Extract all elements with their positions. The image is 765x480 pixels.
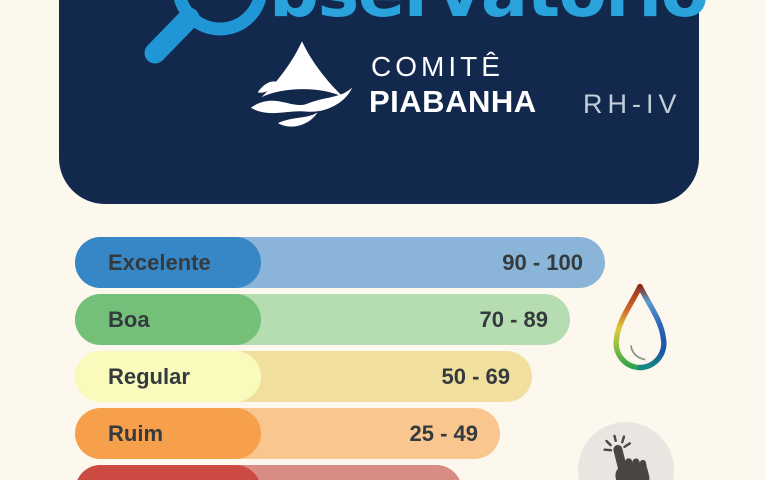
legend-row-boa: Boa 70 - 89 xyxy=(75,294,570,345)
legend-range: 70 - 89 xyxy=(479,306,549,332)
tap-hint-button[interactable] xyxy=(578,422,674,480)
region-label: RH-IV xyxy=(583,89,682,119)
legend-label: Ruim xyxy=(108,420,163,446)
legend-label-pill-excelente: Excelente xyxy=(75,237,261,288)
legend-label: Boa xyxy=(108,306,150,332)
comite-label: COMITÊ xyxy=(371,51,504,82)
legend-label-pill-boa: Boa xyxy=(75,294,261,345)
legend-row-ruim: Ruim 25 - 49 xyxy=(75,408,500,459)
legend-range: 90 - 100 xyxy=(502,249,583,275)
legend-label: Péssima xyxy=(108,478,197,480)
piabanha-label: PIABANHA xyxy=(369,84,537,119)
water-quality-legend: Excelente 90 - 100 Boa 70 - 89 Regular 50 - 6… xyxy=(75,237,605,480)
mountain-wave-logo xyxy=(250,41,353,127)
legend-label-pill-ruim: Ruim xyxy=(75,408,261,459)
header-card: bservatório COMITÊ PIABANHA RH-IV xyxy=(59,0,709,204)
legend-label-pill-pessima: Péssima xyxy=(75,465,261,480)
brand-wordmark: bservatório xyxy=(269,0,709,34)
legend-row-pessima: Péssima 0 - 24 xyxy=(75,465,462,480)
legend-range: 25 - 49 xyxy=(409,420,479,446)
legend-range: 50 - 69 xyxy=(441,363,511,389)
legend-label-pill-regular: Regular xyxy=(75,351,261,402)
legend-label: Regular xyxy=(108,363,190,389)
legend-row-regular: Regular 50 - 69 xyxy=(75,351,532,402)
tap-hand-icon xyxy=(603,434,650,480)
legend-row-excelente: Excelente 90 - 100 xyxy=(75,237,605,288)
legend-label: Excelente xyxy=(108,249,211,275)
rainbow-water-drop-icon xyxy=(613,283,667,371)
magnifier-icon xyxy=(144,0,266,64)
legend-range: 0 - 24 xyxy=(384,465,440,480)
